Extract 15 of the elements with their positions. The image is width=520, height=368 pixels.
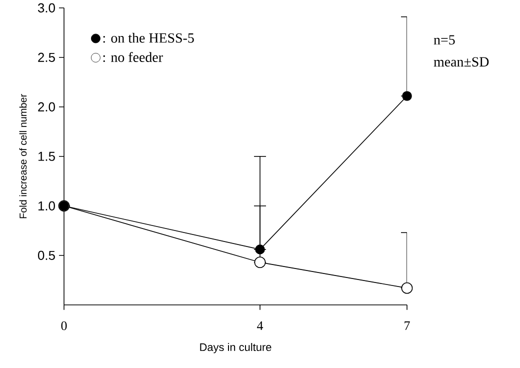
y-tick-label: 0.5 xyxy=(38,250,55,260)
y-tick-label: 2.5 xyxy=(38,52,55,62)
x-tick-label: 7 xyxy=(404,321,410,330)
y-tick-label: 2.0 xyxy=(38,102,55,112)
x-axis-title: Days in culture xyxy=(200,343,272,354)
text: mean±SD xyxy=(434,57,489,67)
x-tick-label: 4 xyxy=(257,321,264,330)
legend-label: : on the HESS-5 xyxy=(103,32,194,43)
y-tick-label: 3.0 xyxy=(38,3,55,13)
text: n=5 xyxy=(434,35,455,45)
y-tick-label: 1.0 xyxy=(38,201,55,211)
x-tick-label: 0 xyxy=(61,321,67,330)
legend-label: : no feeder xyxy=(103,52,163,62)
y-tick-label: 1.5 xyxy=(38,152,55,161)
y-axis-title: Fold increase of cell number xyxy=(19,94,27,218)
